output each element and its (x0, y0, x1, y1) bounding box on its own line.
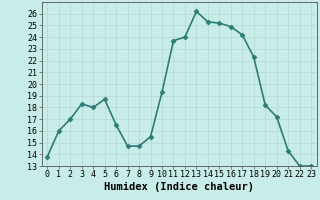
X-axis label: Humidex (Indice chaleur): Humidex (Indice chaleur) (104, 182, 254, 192)
